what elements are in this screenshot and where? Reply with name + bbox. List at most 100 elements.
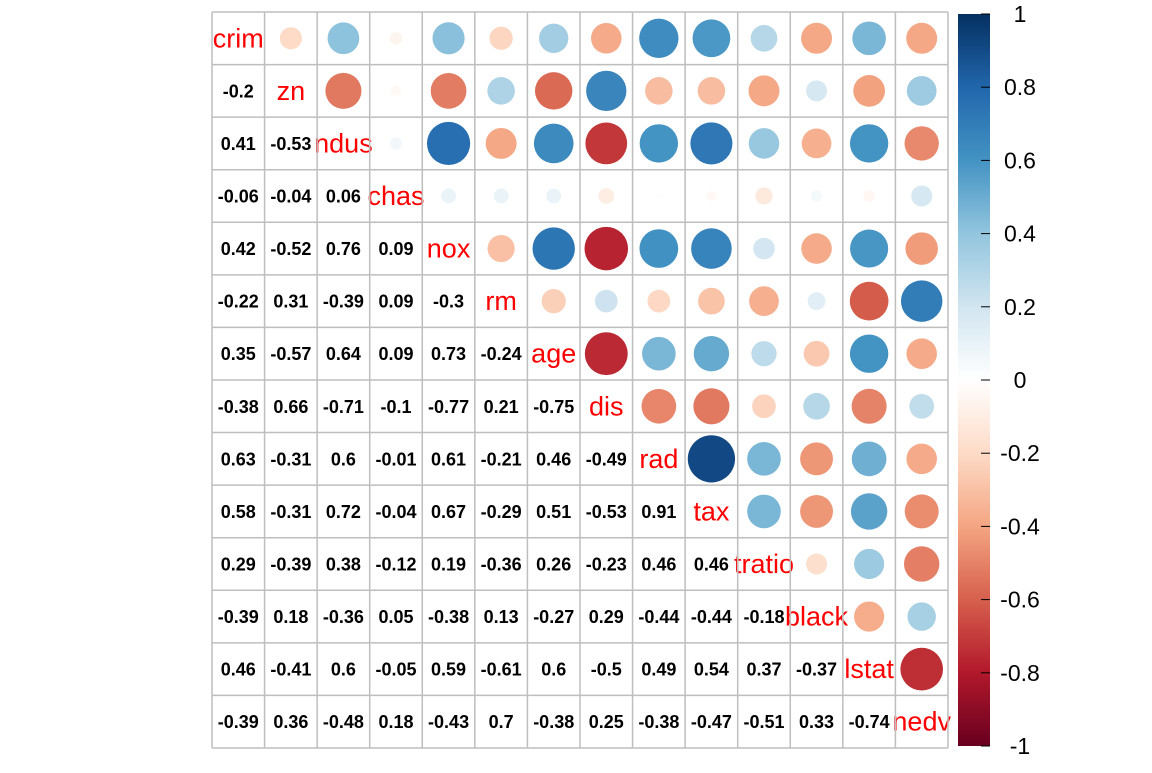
- corr-circle-crim-black: [801, 22, 833, 54]
- corr-circle-chas-ptratio: [755, 187, 773, 205]
- corr-value-rad-chas: -0.01: [375, 449, 416, 469]
- corr-value-lstat-indus: 0.6: [331, 660, 356, 680]
- corr-circle-age-medv: [906, 338, 937, 369]
- corr-circle-nox-tax: [691, 228, 732, 269]
- corr-circle-chas-black: [811, 190, 823, 202]
- diagonal-label-ptratio: tratio: [734, 549, 794, 579]
- colorbar-tick-label: 1: [1014, 1, 1027, 27]
- corr-circle-indus-dis: [585, 122, 628, 165]
- corr-value-age-indus: 0.64: [326, 344, 361, 364]
- corr-value-lstat-ptratio: 0.37: [746, 660, 781, 680]
- corr-value-age-rm: -0.24: [481, 344, 522, 364]
- corr-value-medv-black: 0.33: [799, 712, 834, 732]
- corr-circle-tax-lstat: [850, 493, 888, 530]
- corr-value-lstat-rm: -0.61: [481, 660, 522, 680]
- corr-circle-nox-dis: [584, 226, 629, 271]
- corr-circle-zn-ptratio: [748, 75, 780, 107]
- corr-circle-rm-lstat: [849, 281, 889, 321]
- corr-circle-chas-rad: [656, 193, 662, 199]
- corr-circle-indus-rm: [485, 127, 517, 159]
- corr-value-black-tax: -0.44: [691, 607, 732, 627]
- corr-circle-zn-lstat: [853, 74, 885, 107]
- corr-value-age-chas: 0.09: [378, 344, 413, 364]
- corr-value-age-nox: 0.73: [431, 344, 466, 364]
- diagonal-label-crim: crim: [213, 23, 264, 53]
- corr-circle-zn-medv: [906, 75, 937, 106]
- corr-value-ptratio-age: 0.26: [536, 554, 571, 574]
- corr-value-medv-tax: -0.47: [691, 712, 732, 732]
- corr-value-rad-nox: 0.61: [431, 449, 466, 469]
- corr-circle-chas-medv: [911, 185, 933, 207]
- corr-circle-zn-rm: [487, 77, 515, 105]
- corr-circle-zn-tax: [697, 77, 726, 105]
- corr-value-tax-dis: -0.53: [586, 502, 627, 522]
- diagonal-label-zn: zn: [277, 76, 306, 106]
- corr-value-black-rm: 0.13: [484, 607, 519, 627]
- corr-circle-crim-rad: [639, 18, 679, 58]
- corr-value-rad-crim: 0.63: [221, 449, 256, 469]
- corr-value-rm-nox: -0.3: [433, 292, 464, 312]
- corr-value-tax-rad: 0.91: [641, 502, 676, 522]
- corr-circle-zn-nox: [430, 72, 467, 109]
- corr-value-rad-rm: -0.21: [481, 449, 522, 469]
- corr-circle-nox-rad: [639, 229, 679, 268]
- corr-circle-black-lstat: [854, 601, 885, 632]
- corr-value-medv-lstat: -0.74: [849, 712, 890, 732]
- corr-value-nox-zn: -0.52: [270, 239, 311, 259]
- diagonal-label-medv: nedv: [892, 707, 951, 737]
- corr-value-nox-indus: 0.76: [326, 239, 361, 259]
- corr-circle-zn-age: [534, 72, 573, 110]
- corr-value-lstat-rad: 0.49: [641, 660, 676, 680]
- corr-circle-ptratio-medv: [903, 546, 940, 582]
- corr-value-medv-zn: 0.36: [273, 712, 308, 732]
- corr-value-chas-crim: -0.06: [218, 186, 259, 206]
- colorbar-tick-label: -0.6: [1000, 587, 1040, 613]
- corr-circle-crim-indus: [327, 22, 360, 55]
- corr-circle-dis-medv: [909, 393, 935, 419]
- corr-value-medv-indus: -0.48: [323, 712, 364, 732]
- corr-value-chas-indus: 0.06: [326, 186, 361, 206]
- diagonal-label-age: age: [531, 339, 576, 369]
- corr-circle-crim-ptratio: [750, 24, 778, 52]
- corr-circle-age-ptratio: [751, 341, 777, 367]
- corr-circle-indus-lstat: [849, 124, 889, 163]
- corr-circle-crim-chas: [389, 32, 403, 45]
- corr-value-black-dis: 0.29: [589, 607, 624, 627]
- corr-value-rad-dis: -0.49: [586, 449, 627, 469]
- diagonal-label-lstat: lstat: [844, 654, 894, 684]
- corr-value-dis-crim: -0.38: [218, 397, 259, 417]
- corr-circle-age-rad: [642, 336, 676, 371]
- corr-value-ptratio-indus: 0.38: [326, 554, 361, 574]
- corr-circle-zn-indus: [325, 72, 362, 109]
- corr-circle-crim-dis: [590, 23, 622, 54]
- corr-value-rm-chas: 0.09: [378, 292, 413, 312]
- colorbar-tick-label: 0.2: [1004, 294, 1036, 320]
- colorbar-tick-label: 0.4: [1004, 221, 1036, 247]
- corr-value-medv-nox: -0.43: [428, 712, 469, 732]
- corr-value-rm-zn: 0.31: [273, 292, 308, 312]
- corr-circle-dis-lstat: [851, 388, 887, 424]
- corr-circle-nox-black: [801, 233, 832, 264]
- corr-value-black-nox: -0.38: [428, 607, 469, 627]
- corr-value-indus-crim: 0.41: [221, 134, 256, 154]
- corr-value-medv-crim: -0.39: [218, 712, 259, 732]
- corr-circle-rm-black: [807, 292, 826, 311]
- corr-value-lstat-zn: -0.41: [270, 660, 311, 680]
- corr-circle-rad-black: [800, 442, 833, 476]
- corr-value-ptratio-crim: 0.29: [221, 554, 256, 574]
- corr-circle-indus-rad: [639, 124, 679, 163]
- corr-value-lstat-age: 0.6: [541, 660, 566, 680]
- corr-value-medv-ptratio: -0.51: [743, 712, 784, 732]
- corr-circle-age-black: [803, 340, 830, 367]
- corr-value-medv-dis: 0.25: [589, 712, 624, 732]
- corr-circle-dis-ptratio: [752, 394, 776, 419]
- corr-circle-rm-dis: [594, 289, 618, 313]
- corr-value-black-ptratio: -0.18: [743, 607, 784, 627]
- corr-value-black-indus: -0.36: [323, 607, 364, 627]
- corr-circle-zn-black: [806, 80, 828, 102]
- colorbar-tick-label: 0.6: [1004, 147, 1036, 173]
- corr-circle-rad-lstat: [851, 441, 887, 477]
- diagonal-label-dis: dis: [589, 391, 624, 421]
- corr-value-tax-indus: 0.72: [326, 502, 361, 522]
